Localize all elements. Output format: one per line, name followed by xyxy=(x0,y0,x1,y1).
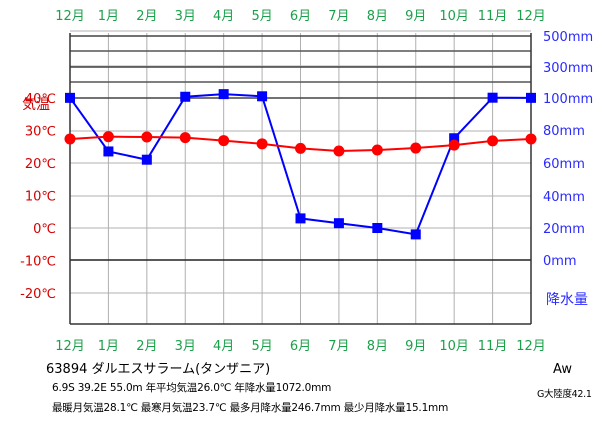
temperature-tick-label: -20℃ xyxy=(20,287,56,302)
precipitation-point xyxy=(103,146,114,157)
precipitation-tick-label: 40mm xyxy=(543,190,585,205)
temperature-point xyxy=(410,142,422,154)
month-label: 7月 xyxy=(328,9,349,24)
precipitation-point xyxy=(449,133,460,144)
temperature-tick-label: 20℃ xyxy=(25,157,56,172)
month-label: 11月 xyxy=(478,339,508,354)
month-label: 1月 xyxy=(98,9,119,24)
temperature-point xyxy=(179,132,191,144)
precipitation-tick-label: 100mm xyxy=(543,92,593,107)
precipitation-point xyxy=(218,89,229,100)
precipitation-tick-label: 500mm xyxy=(543,30,593,45)
bottom-month-labels: 12月 1月 2月 3月 4月 5月 6月 7月 8月 9月 10月 11月 12月 xyxy=(55,339,546,354)
month-label: 12月 xyxy=(55,9,85,24)
month-label: 12月 xyxy=(516,339,546,354)
climate-classification: Aw xyxy=(553,362,572,377)
temperature-point xyxy=(333,145,345,157)
temperature-axis-ticks: 40℃ 30℃ 20℃ 10℃ 0℃ -10℃ -20℃ xyxy=(20,92,56,302)
precipitation-point xyxy=(372,223,383,233)
top-month-labels: 12月 1月 2月 3月 4月 5月 6月 7月 8月 9月 10月 11月 12月 xyxy=(55,9,546,24)
precipitation-axis-ticks: 500mm 300mm 100mm 80mm 60mm 40mm 20mm 0mm xyxy=(543,30,593,269)
station-name: 63894 ダルエスサラーム(タンザニア) xyxy=(46,362,271,377)
month-label: 4月 xyxy=(213,9,234,24)
precipitation-point xyxy=(295,213,306,224)
month-label: 5月 xyxy=(251,339,272,354)
precipitation-tick-label: 300mm xyxy=(543,61,593,76)
month-label: 10月 xyxy=(439,9,469,24)
temperature-point xyxy=(256,138,268,150)
precipitation-point xyxy=(487,92,498,103)
month-label: 2月 xyxy=(136,9,157,24)
month-label: 1月 xyxy=(98,339,119,354)
precipitation-series xyxy=(65,89,536,240)
station-stats-line-1: 6.9S 39.2E 55.0m 年平均気温26.0℃ 年降水量1072.0mm xyxy=(52,382,332,394)
temperature-point xyxy=(525,133,537,145)
temperature-point xyxy=(371,144,383,156)
month-label: 6月 xyxy=(290,9,311,24)
temperature-axis-title: 気温 xyxy=(22,97,50,113)
temperature-series xyxy=(64,131,537,157)
precipitation-axis-title: 降水量 xyxy=(546,292,588,308)
temperature-point xyxy=(141,131,153,143)
month-label: 4月 xyxy=(213,339,234,354)
month-label: 5月 xyxy=(251,9,272,24)
precipitation-tick-label: 0mm xyxy=(543,254,577,269)
month-label: 8月 xyxy=(367,9,388,24)
month-label: 8月 xyxy=(367,339,388,354)
precipitation-point xyxy=(333,218,344,229)
precipitation-tick-label: 60mm xyxy=(543,157,585,172)
precipitation-point xyxy=(141,154,152,165)
temperature-tick-label: 30℃ xyxy=(25,125,56,140)
month-label: 12月 xyxy=(516,9,546,24)
precipitation-point xyxy=(410,229,421,240)
month-label: 10月 xyxy=(439,339,469,354)
temperature-point xyxy=(295,142,306,154)
precipitation-point xyxy=(257,91,268,102)
month-label: 2月 xyxy=(136,339,157,354)
precipitation-point xyxy=(65,92,75,103)
precipitation-point xyxy=(526,92,536,103)
precipitation-tick-label: 20mm xyxy=(543,222,585,237)
temperature-point xyxy=(487,135,499,147)
precipitation-point xyxy=(180,91,191,102)
temperature-tick-label: -10℃ xyxy=(20,255,56,270)
temperature-point xyxy=(102,131,114,143)
precipitation-tick-label: 80mm xyxy=(543,124,585,139)
temperature-point xyxy=(218,135,230,147)
month-label: 9月 xyxy=(405,339,426,354)
chart-grid xyxy=(69,30,532,325)
month-label: 9月 xyxy=(405,9,426,24)
month-label: 3月 xyxy=(175,9,196,24)
temperature-tick-label: 10℃ xyxy=(25,190,56,205)
month-label: 12月 xyxy=(55,339,85,354)
month-label: 7月 xyxy=(328,339,349,354)
station-stats-line-2: 最暖月気温28.1℃ 最寒月気温23.7℃ 最多月降水量246.7mm 最少月降… xyxy=(52,402,449,414)
continentality-index: G大陸度42.1 xyxy=(537,389,592,400)
temperature-point xyxy=(448,139,460,151)
temperature-tick-label: 0℃ xyxy=(33,222,56,237)
temperature-point xyxy=(64,133,76,145)
month-label: 11月 xyxy=(478,9,508,24)
month-label: 6月 xyxy=(290,339,311,354)
temperature-tick-label: 40℃ xyxy=(25,92,56,107)
month-label: 3月 xyxy=(175,339,196,354)
